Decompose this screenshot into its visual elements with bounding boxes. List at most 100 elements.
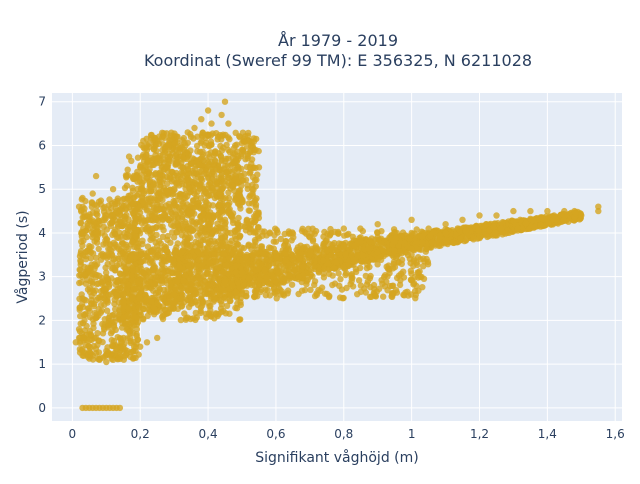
data-point bbox=[129, 355, 137, 362]
data-point bbox=[251, 236, 259, 244]
data-point bbox=[148, 247, 156, 254]
data-point bbox=[542, 213, 550, 220]
data-point bbox=[79, 273, 86, 280]
y-tick-label: 3 bbox=[38, 270, 46, 284]
data-point bbox=[232, 268, 240, 276]
data-point bbox=[476, 212, 483, 219]
data-point bbox=[163, 187, 170, 194]
data-point bbox=[91, 201, 98, 208]
data-point bbox=[232, 142, 239, 149]
data-point bbox=[191, 190, 198, 197]
data-point bbox=[219, 269, 227, 276]
data-point bbox=[457, 235, 465, 243]
data-point bbox=[384, 287, 391, 294]
data-point bbox=[123, 172, 130, 180]
data-point bbox=[109, 356, 117, 363]
data-point bbox=[184, 155, 191, 163]
data-point bbox=[459, 216, 466, 223]
data-point bbox=[170, 261, 177, 268]
data-point bbox=[380, 293, 387, 300]
data-point bbox=[435, 242, 443, 250]
data-point bbox=[98, 307, 105, 314]
data-point bbox=[204, 107, 212, 114]
x-tick-label: 0,4 bbox=[199, 427, 218, 441]
data-point bbox=[163, 180, 171, 187]
data-point bbox=[116, 352, 124, 359]
data-point bbox=[192, 297, 199, 305]
data-point bbox=[173, 229, 180, 236]
data-point bbox=[148, 234, 156, 242]
data-point bbox=[146, 278, 153, 285]
data-point bbox=[326, 232, 333, 239]
data-point bbox=[226, 255, 233, 263]
data-point bbox=[200, 210, 207, 217]
data-point bbox=[385, 262, 392, 269]
y-tick-label: 6 bbox=[38, 138, 46, 152]
data-point bbox=[75, 334, 83, 342]
data-point bbox=[245, 137, 252, 145]
data-point bbox=[87, 255, 95, 262]
data-point bbox=[135, 212, 142, 220]
data-point bbox=[79, 352, 86, 359]
data-point bbox=[140, 198, 147, 205]
data-point bbox=[349, 283, 357, 290]
data-point bbox=[120, 343, 127, 350]
data-point bbox=[353, 268, 360, 275]
data-point bbox=[285, 245, 292, 252]
data-point bbox=[391, 229, 398, 237]
data-point bbox=[390, 260, 397, 268]
data-point bbox=[342, 251, 349, 258]
data-point bbox=[359, 252, 367, 259]
data-point bbox=[236, 134, 244, 141]
data-point bbox=[242, 253, 250, 260]
data-point bbox=[219, 256, 227, 263]
x-tick-label: 0,6 bbox=[266, 427, 285, 441]
data-point bbox=[176, 205, 183, 212]
data-point bbox=[88, 296, 95, 304]
data-point bbox=[278, 267, 286, 275]
data-point bbox=[137, 343, 144, 350]
data-point bbox=[233, 242, 240, 249]
data-point bbox=[437, 233, 444, 240]
data-point bbox=[198, 132, 206, 139]
data-point bbox=[474, 227, 482, 234]
data-point bbox=[153, 277, 160, 285]
data-point bbox=[207, 138, 215, 145]
data-point bbox=[280, 262, 287, 269]
data-point bbox=[114, 223, 122, 230]
data-point bbox=[510, 207, 517, 215]
data-point bbox=[240, 177, 247, 184]
data-point bbox=[571, 207, 578, 215]
data-point bbox=[164, 248, 171, 255]
data-point bbox=[255, 264, 263, 272]
data-point bbox=[221, 98, 229, 105]
data-point bbox=[106, 352, 113, 359]
data-point bbox=[87, 331, 95, 338]
data-point bbox=[249, 252, 257, 259]
data-point bbox=[179, 247, 187, 254]
data-point bbox=[197, 218, 205, 225]
data-point bbox=[226, 297, 233, 305]
data-point bbox=[266, 251, 274, 258]
data-point bbox=[161, 211, 168, 218]
data-point bbox=[348, 272, 355, 279]
data-point bbox=[374, 256, 381, 263]
data-point bbox=[366, 238, 374, 246]
data-point bbox=[85, 216, 93, 223]
data-point bbox=[195, 256, 202, 264]
data-point bbox=[462, 237, 470, 244]
data-point bbox=[171, 186, 178, 193]
data-point bbox=[249, 192, 257, 200]
data-point bbox=[362, 272, 369, 280]
data-point bbox=[124, 320, 131, 327]
data-point bbox=[218, 111, 225, 119]
data-point bbox=[133, 326, 140, 333]
data-point bbox=[227, 229, 234, 237]
grid-lines bbox=[52, 93, 622, 421]
data-point bbox=[178, 285, 185, 292]
data-point bbox=[462, 227, 470, 234]
data-point bbox=[164, 232, 171, 240]
data-point bbox=[306, 258, 314, 265]
data-point bbox=[531, 223, 538, 231]
data-point bbox=[130, 347, 137, 355]
